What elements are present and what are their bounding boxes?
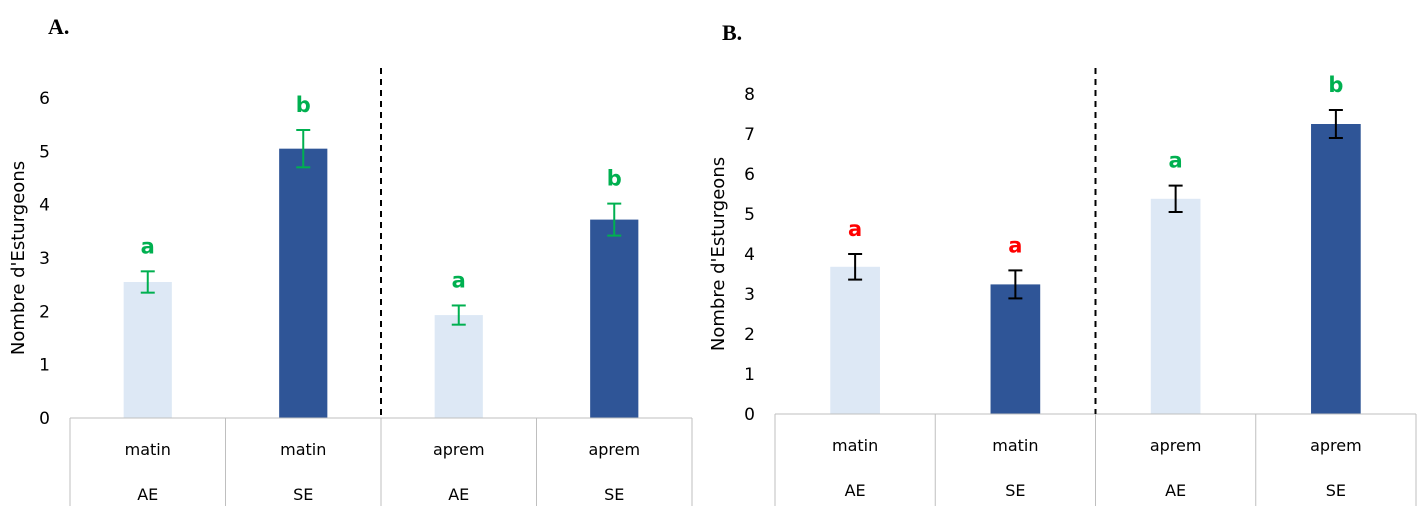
panel-b-category-label-bottom: SE: [1005, 481, 1025, 500]
panel-a-y-tick-label: 4: [39, 196, 50, 216]
panel-a-category-label-bottom: AE: [448, 485, 469, 504]
panel-a-significance-letter: b: [607, 167, 622, 191]
panel-a-significance-letter: a: [452, 268, 466, 292]
panel-b-significance-letter: a: [1169, 149, 1183, 173]
panel-a-category-label-bottom: SE: [293, 485, 313, 504]
panel-a-category-label-top: matin: [280, 440, 326, 459]
panel-b-y-tick-label: 2: [744, 325, 755, 345]
panel-b-y-tick-label: 7: [744, 125, 755, 145]
panel-a-bar: [434, 315, 483, 418]
panel-b-label: B.: [722, 20, 742, 45]
panel-b-significance-letter: a: [848, 217, 862, 241]
panel-b-y-tick-label: 1: [744, 365, 755, 385]
panel-b-category-label-bottom: AE: [845, 481, 866, 500]
panel-b-y-tick-label: 6: [744, 165, 755, 185]
panel-b-significance-letter: b: [1328, 73, 1343, 97]
panel-b-category-label-top: matin: [992, 436, 1038, 455]
panel-a-category-label-bottom: SE: [604, 485, 624, 504]
panel-a-y-tick-label: 3: [39, 249, 50, 269]
panel-b-y-tick-label: 8: [744, 85, 755, 105]
panel-b-significance-letter: a: [1008, 233, 1022, 257]
panel-a-significance-letter: a: [141, 234, 155, 258]
panel-b-bar: [830, 266, 880, 414]
panel-a-category-label-top: aprem: [588, 440, 640, 459]
panel-b-y-tick-label: 3: [744, 285, 755, 305]
panel-a-y-tick-label: 6: [39, 89, 50, 109]
panel-a-significance-letter: b: [296, 93, 311, 117]
panel-b-category-label-bottom: AE: [1165, 481, 1186, 500]
panel-a-label: A.: [48, 14, 69, 39]
panel-b-y-tick-label: 0: [744, 405, 755, 425]
panel-a-y-tick-label: 1: [39, 356, 50, 376]
panel-a-category-label-bottom: AE: [137, 485, 158, 504]
panel-b-category-label-bottom: SE: [1326, 481, 1346, 500]
panel-b-y-tick-label: 4: [744, 245, 755, 265]
panel-a-bar: [123, 282, 172, 418]
panel-b-y-tick-label: 5: [744, 205, 755, 225]
panel-a-y-axis-label: Nombre d'Esturgeons: [8, 161, 29, 355]
panel-b-category-label-top: matin: [832, 436, 878, 455]
panel-a-y-tick-label: 0: [39, 409, 50, 429]
panel-b-bar: [1150, 198, 1201, 414]
panel-a-category-label-top: aprem: [433, 440, 485, 459]
panel-b-y-axis-label: Nombre d'Esturgeons: [708, 157, 729, 351]
panel-b-category-label-top: aprem: [1310, 436, 1362, 455]
panel-a-y-tick-label: 2: [39, 302, 50, 322]
panel-b-bar: [990, 284, 1041, 414]
panel-a-bar: [279, 148, 328, 418]
panel-a-category-label-top: matin: [125, 440, 171, 459]
panel-b-category-label-top: aprem: [1150, 436, 1202, 455]
panel-a-y-tick-label: 5: [39, 142, 50, 162]
panel-a-bar: [590, 219, 639, 418]
panel-b-bar: [1311, 124, 1361, 414]
